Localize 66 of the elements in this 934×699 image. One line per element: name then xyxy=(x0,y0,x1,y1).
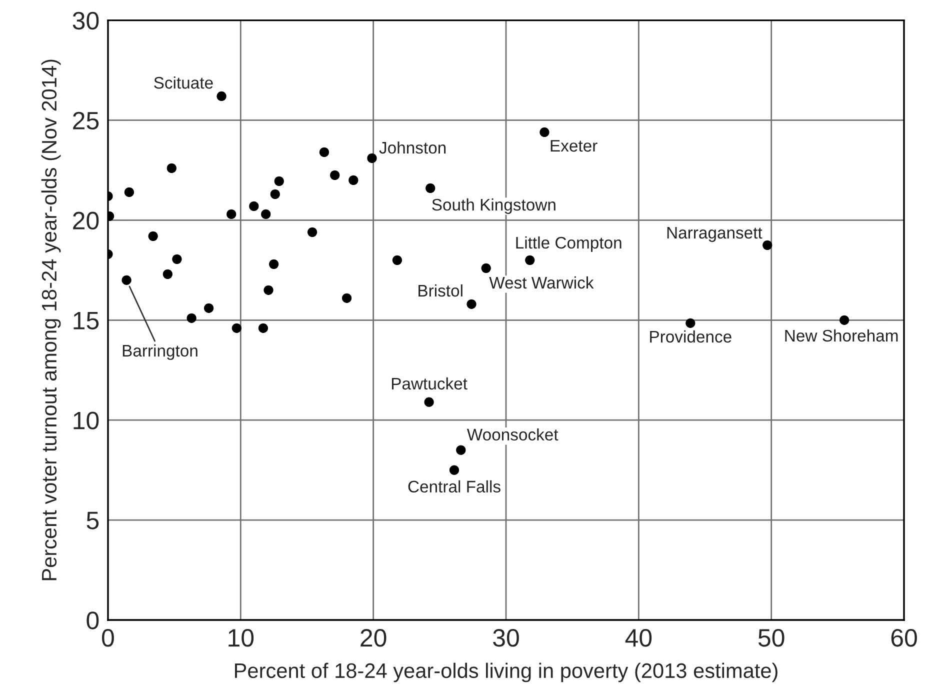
x-tick-label: 10 xyxy=(228,629,254,647)
annotation: West Warwick xyxy=(489,276,594,289)
point xyxy=(840,315,850,325)
point xyxy=(466,299,476,309)
annotation: Little Compton xyxy=(516,236,622,252)
point xyxy=(249,201,259,212)
annotation: Narragansett xyxy=(667,227,762,242)
annotation: Providence xyxy=(650,330,732,343)
point xyxy=(525,255,535,265)
point xyxy=(258,323,268,333)
annotation: South Kingstown xyxy=(432,198,556,214)
point xyxy=(122,275,132,285)
point xyxy=(270,189,280,200)
point xyxy=(540,127,550,138)
point xyxy=(330,170,340,180)
point xyxy=(456,445,466,455)
point xyxy=(367,153,377,164)
point xyxy=(269,259,279,269)
x-tick-label: 0 xyxy=(102,629,114,647)
point xyxy=(426,183,436,194)
x-tick-label: 60 xyxy=(891,629,917,647)
point xyxy=(319,147,330,158)
point xyxy=(232,323,242,333)
y-tick-label: 20 xyxy=(73,212,99,230)
point xyxy=(449,465,460,475)
annotation: Exeter xyxy=(550,140,598,152)
y-tick-label: 0 xyxy=(86,612,99,630)
point xyxy=(762,240,772,250)
annotation: Johnston xyxy=(379,141,446,154)
annotation: Barrington xyxy=(122,344,198,360)
point xyxy=(204,303,214,313)
point xyxy=(481,263,491,273)
x-tick-label: 20 xyxy=(360,629,386,647)
annotation: Scituate xyxy=(154,76,213,89)
point xyxy=(162,269,172,279)
point xyxy=(264,285,274,295)
point xyxy=(172,254,182,264)
annotation: New Shoreham xyxy=(785,329,898,342)
point xyxy=(166,163,176,174)
point xyxy=(216,91,226,102)
point xyxy=(424,397,434,407)
y-tick-label: 10 xyxy=(74,412,99,430)
point xyxy=(348,175,358,186)
x-axis-title: Percent of 18-24 year-olds living in poverty (2013 estimate) xyxy=(235,662,778,682)
point xyxy=(148,231,158,241)
point xyxy=(124,187,134,198)
x-tick-label: 40 xyxy=(625,629,652,647)
x-tick-label: 30 xyxy=(493,629,519,647)
point xyxy=(226,209,236,219)
point xyxy=(261,209,271,219)
y-tick-label: 30 xyxy=(72,12,99,30)
annotation: Central Falls xyxy=(408,480,500,493)
point xyxy=(342,293,352,303)
annotation: Bristol xyxy=(418,284,462,297)
x-tick-label: 50 xyxy=(758,629,784,647)
y-tick-label: 25 xyxy=(73,112,99,130)
y-tick-label: 5 xyxy=(86,512,99,530)
y-tick-label: 15 xyxy=(74,312,99,330)
point xyxy=(274,176,284,186)
point xyxy=(186,313,196,323)
y-axis-title: Percent voter turnout among 18-24 year-olds (Nov 2014) xyxy=(41,60,61,580)
point xyxy=(686,318,696,328)
point xyxy=(307,227,318,237)
annotation: Pawtucket xyxy=(392,377,468,390)
annotation: Woonsocket xyxy=(466,428,558,441)
point xyxy=(392,255,402,265)
